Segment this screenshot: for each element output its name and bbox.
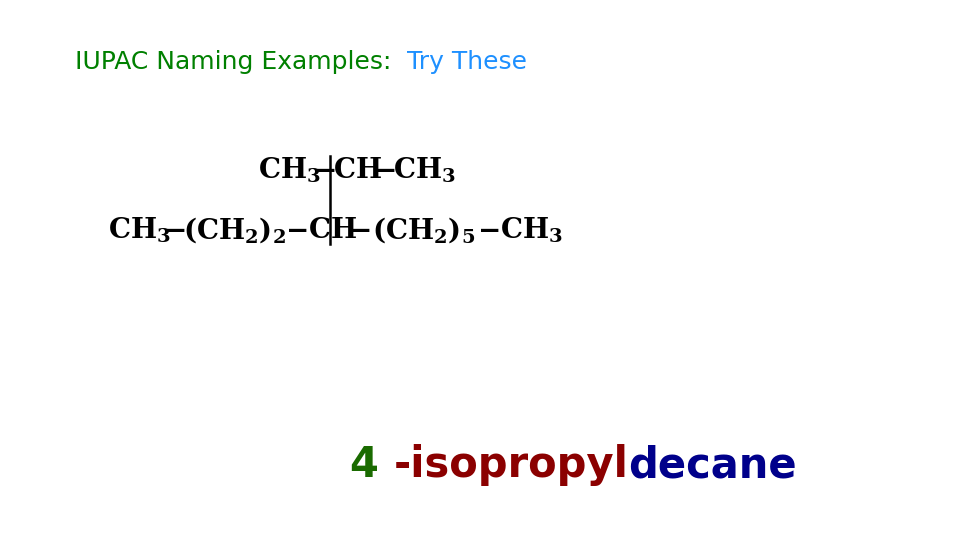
- Text: -isopropyl: -isopropyl: [394, 444, 628, 486]
- Text: $\mathbf{CH_3}$: $\mathbf{CH_3}$: [108, 215, 171, 245]
- Text: $\mathbf{CH}$: $\mathbf{CH}$: [333, 157, 382, 184]
- Text: IUPAC Naming Examples:: IUPAC Naming Examples:: [75, 50, 407, 74]
- Text: $\mathbf{-}$: $\mathbf{-}$: [348, 217, 371, 244]
- Text: $\mathbf{CH}$: $\mathbf{CH}$: [308, 217, 357, 244]
- Text: 4: 4: [350, 444, 394, 486]
- Text: $\mathbf{-}$: $\mathbf{-}$: [313, 157, 335, 184]
- Text: $\mathbf{-}$: $\mathbf{-}$: [163, 217, 185, 244]
- Text: $\mathbf{(CH_2)_5}$: $\mathbf{(CH_2)_5}$: [372, 215, 475, 245]
- Text: $\mathbf{CH_3}$: $\mathbf{CH_3}$: [258, 156, 321, 185]
- Text: $\mathbf{(CH_2)_2}$: $\mathbf{(CH_2)_2}$: [183, 215, 286, 245]
- Text: $\mathbf{-}$: $\mathbf{-}$: [477, 217, 499, 244]
- Text: $\mathbf{CH_3}$: $\mathbf{CH_3}$: [500, 215, 563, 245]
- Text: $\mathbf{-}$: $\mathbf{-}$: [373, 157, 396, 184]
- Text: $\mathbf{CH_3}$: $\mathbf{CH_3}$: [393, 156, 456, 185]
- Text: decane: decane: [628, 444, 797, 486]
- Text: $\mathbf{-}$: $\mathbf{-}$: [285, 217, 307, 244]
- Text: Try These: Try These: [407, 50, 527, 74]
